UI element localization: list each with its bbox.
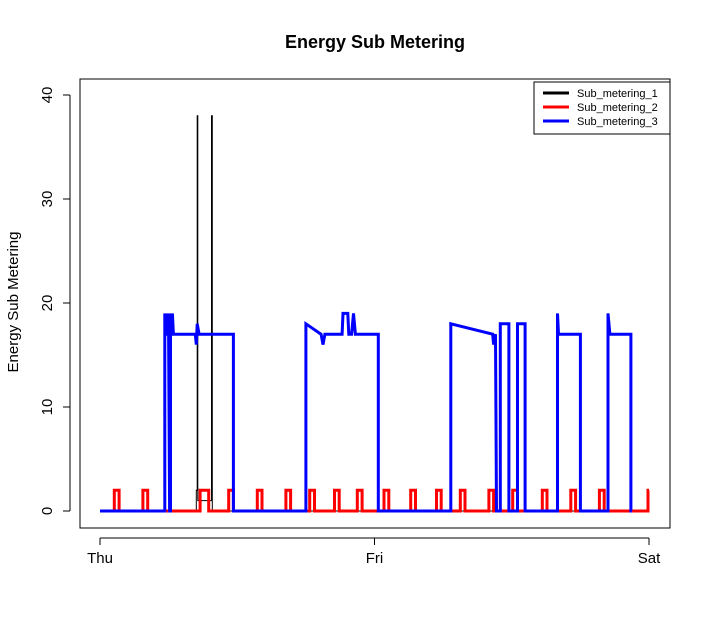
series-line-sub-metering-1 [100,115,649,512]
legend-label: Sub_metering_2 [577,102,658,114]
x-axis: Thu Fri Sat [87,537,661,567]
y-tick-label: 10 [39,399,56,416]
series-line-sub-metering-2 [100,488,650,513]
y-tick-label: 0 [39,507,56,515]
x-tick-label: Thu [87,550,113,567]
chart-title: Energy Sub Metering [285,32,465,52]
x-tick-label: Sat [638,550,661,567]
series-layer [100,115,650,513]
y-tick-label: 20 [39,295,56,312]
y-axis-label: Energy Sub Metering [5,232,22,373]
legend-label: Sub_metering_1 [577,88,658,100]
legend-label: Sub_metering_3 [577,116,658,128]
series-line-sub-metering-3 [100,311,633,513]
y-tick-label: 40 [39,87,56,104]
y-axis: 0 10 20 30 40 [39,87,71,515]
x-tick-label: Fri [366,550,384,567]
y-tick-label: 30 [39,191,56,208]
plot-frame [79,78,671,529]
legend: Sub_metering_1 Sub_metering_2 Sub_metering… [533,81,671,135]
